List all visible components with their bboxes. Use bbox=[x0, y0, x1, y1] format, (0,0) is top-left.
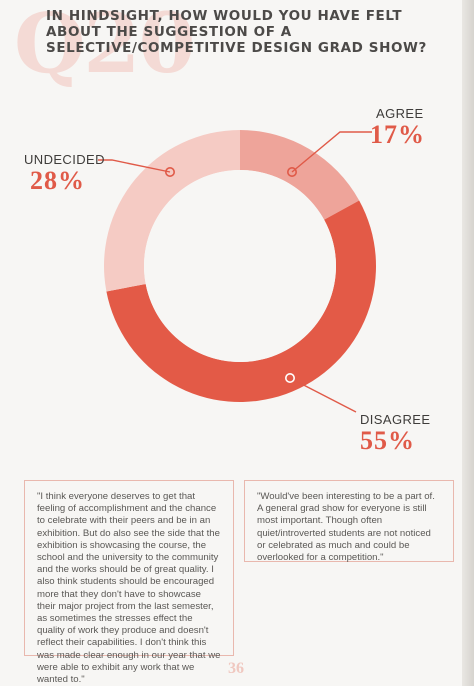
page-number: 36 bbox=[228, 660, 244, 677]
value-label-undecided: 28% bbox=[30, 166, 85, 195]
leader-line-undecided bbox=[98, 159, 171, 173]
legend-label-agree: AGREE bbox=[376, 106, 424, 121]
quote-box-1: "I think everyone deserves to get that f… bbox=[24, 480, 234, 685]
donut-slice-agree bbox=[240, 130, 360, 220]
leader-marker-disagree bbox=[284, 372, 295, 383]
leader-line-disagree bbox=[289, 377, 357, 413]
question-text-content: IN HINDSIGHT, HOW WOULD YOU HAVE FELT AB… bbox=[46, 8, 427, 56]
donut-slice-disagree bbox=[106, 200, 377, 403]
page-edge bbox=[462, 0, 474, 686]
quote-text-2: "Would've been interesting to be a part … bbox=[257, 491, 435, 564]
value-label-disagree: 55% bbox=[360, 426, 415, 455]
quote-text-1: "I think everyone deserves to get that f… bbox=[37, 491, 221, 686]
leader-line-agree bbox=[291, 131, 372, 173]
legend-label-undecided: UNDECIDED bbox=[24, 152, 105, 167]
legend-label-disagree: DISAGREE bbox=[360, 412, 431, 427]
leader-marker-undecided bbox=[165, 167, 176, 178]
donut-slice-undecided bbox=[104, 130, 240, 292]
leader-marker-agree bbox=[286, 167, 297, 178]
donut-hole bbox=[144, 170, 336, 362]
question-number: Q20 bbox=[14, 0, 196, 92]
value-label-agree: 17% bbox=[370, 120, 425, 149]
question-text: IN HINDSIGHT, HOW WOULD YOU HAVE FELT AB… bbox=[44, 8, 444, 56]
quote-box-2: "Would've been interesting to be a part … bbox=[244, 480, 454, 564]
